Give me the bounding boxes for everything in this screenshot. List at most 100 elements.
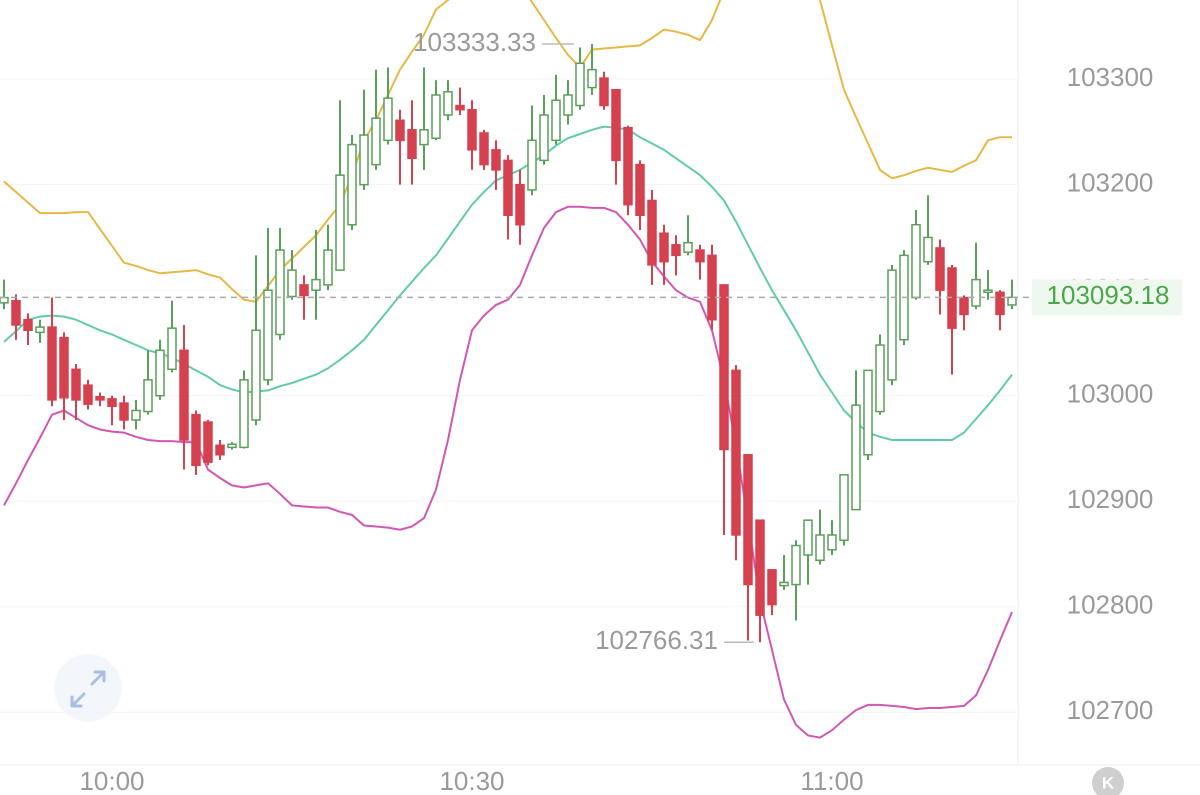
- candle-body: [371, 117, 381, 166]
- candle-body: [959, 296, 969, 316]
- y-tick-label: 103200: [1067, 168, 1154, 198]
- candle-body: [23, 318, 33, 332]
- candle-body: [563, 94, 573, 116]
- candle-body: [35, 326, 45, 334]
- candle-body: [527, 139, 537, 191]
- candle-body: [323, 249, 333, 286]
- candle-body: [119, 402, 129, 421]
- candle-body: [515, 183, 525, 226]
- candle-body: [491, 149, 501, 171]
- candle-body: [851, 404, 861, 511]
- candle-body: [47, 326, 57, 401]
- y-tick-label: 102700: [1067, 695, 1154, 725]
- candle-body: [467, 108, 477, 151]
- candle-body: [983, 289, 993, 294]
- candle-body: [779, 581, 789, 587]
- k-label[interactable]: K: [1102, 773, 1115, 792]
- high-label: 103333.33: [413, 27, 536, 57]
- candle-body: [395, 119, 405, 142]
- candle-body: [611, 88, 621, 162]
- candle-body: [479, 132, 489, 166]
- low-label: 102766.31: [595, 625, 718, 655]
- candle-body: [731, 369, 741, 536]
- x-tick-label: 10:00: [79, 766, 144, 795]
- x-tick-label: 10:30: [439, 766, 504, 795]
- last-price-bg: [1032, 279, 1182, 316]
- candle-body: [443, 91, 453, 116]
- candle-body: [647, 199, 657, 266]
- y-tick-label: 102800: [1067, 590, 1154, 620]
- candle-body: [251, 329, 261, 421]
- candle-body: [875, 344, 885, 413]
- candle-body: [95, 395, 105, 401]
- candle-body: [203, 421, 213, 463]
- candle-body: [143, 379, 153, 413]
- candle-body: [935, 247, 945, 291]
- candle-body: [623, 126, 633, 206]
- candle-body: [11, 299, 21, 326]
- candle-body: [719, 284, 729, 451]
- candle-body: [827, 534, 837, 551]
- candle-body: [671, 244, 681, 257]
- candle-body: [743, 454, 753, 586]
- candle-body: [575, 62, 585, 107]
- candle-body: [71, 368, 81, 401]
- candle-body: [767, 569, 777, 606]
- candle-body: [659, 232, 669, 263]
- expand-button[interactable]: [54, 654, 122, 722]
- y-tick-label: 103000: [1067, 379, 1154, 409]
- candle-body: [299, 284, 309, 297]
- candle-body: [59, 336, 69, 399]
- candle-body: [803, 519, 813, 556]
- candle-body: [263, 289, 273, 381]
- candle-body: [791, 544, 801, 586]
- candle-body: [971, 278, 981, 307]
- candle-body: [815, 534, 825, 562]
- y-tick-label: 103300: [1067, 62, 1154, 92]
- candle-body: [107, 398, 117, 407]
- candle-body: [683, 241, 693, 253]
- band-line: [3, 205, 1013, 739]
- candle-body: [131, 409, 141, 421]
- candle-body: [0, 296, 9, 304]
- candle-body: [755, 519, 765, 616]
- candle-body: [995, 291, 1005, 316]
- candle-body: [887, 269, 897, 381]
- candle-body: [83, 384, 93, 405]
- x-tick-label: 11:00: [800, 766, 863, 795]
- candle-body: [707, 254, 717, 321]
- candle-body: [587, 68, 597, 89]
- candle-body: [383, 97, 393, 142]
- candle-body: [503, 159, 513, 217]
- k-button[interactable]: K: [1092, 767, 1124, 795]
- candle-body: [215, 444, 225, 456]
- expand-icon[interactable]: [70, 670, 106, 708]
- band-line: [3, 0, 1012, 303]
- candle-body: [167, 327, 177, 371]
- candle-body: [275, 249, 285, 336]
- y-tick-label: 102900: [1067, 484, 1154, 514]
- candle-body: [287, 269, 297, 298]
- candle-body: [539, 114, 549, 162]
- candle-body: [455, 104, 465, 111]
- candle-body: [911, 224, 921, 299]
- candle-body: [839, 474, 849, 541]
- candle-body: [191, 413, 201, 467]
- candle-body: [359, 134, 369, 186]
- plot-area: [0, 0, 1017, 739]
- candle-body: [227, 443, 237, 449]
- candle-body: [419, 129, 429, 146]
- candle-body: [1007, 296, 1017, 306]
- candle-body: [635, 163, 645, 217]
- candle-body: [551, 99, 561, 142]
- candle-body: [923, 236, 933, 263]
- candle-body: [311, 278, 321, 291]
- candle-body: [407, 129, 417, 160]
- candle-body: [863, 369, 873, 456]
- k-circle[interactable]: [1092, 767, 1124, 795]
- candle-body: [335, 174, 345, 271]
- candle-body: [431, 94, 441, 139]
- candle-body: [155, 349, 165, 397]
